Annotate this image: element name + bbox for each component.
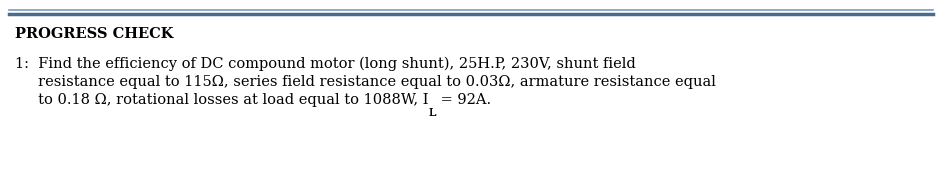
Text: PROGRESS CHECK: PROGRESS CHECK — [15, 27, 173, 41]
Text: = 92A.: = 92A. — [436, 93, 491, 107]
Text: L: L — [429, 108, 436, 118]
Text: to 0.18 Ω, rotational losses at load equal to 1088W, I: to 0.18 Ω, rotational losses at load equ… — [15, 93, 429, 107]
Text: resistance equal to 115Ω, series field resistance equal to 0.03Ω, armature resis: resistance equal to 115Ω, series field r… — [15, 75, 716, 89]
Text: L: L — [429, 108, 436, 118]
Text: 1:  Find the efficiency of DC compound motor (long shunt), 25H.P, 230V, shunt fi: 1: Find the efficiency of DC compound mo… — [15, 57, 636, 71]
